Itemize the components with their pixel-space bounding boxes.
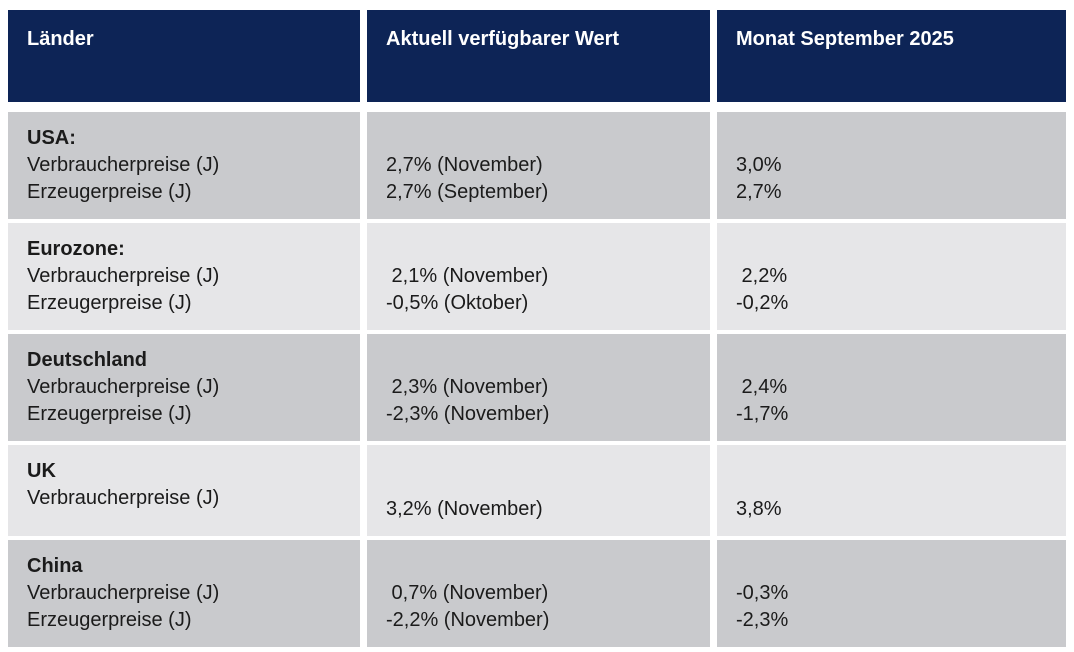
indicator-label: Erzeugerpreise (J) <box>27 292 192 314</box>
table-row: Deutschland Verbraucherpreise (J) Erzeuger… <box>8 334 1066 441</box>
aktuell-wert-cell: 2,3% (November) -2,3% (November) <box>367 334 710 441</box>
country-name: China <box>27 555 83 577</box>
september-wert-cell: 2,4% -1,7% <box>717 334 1066 441</box>
september-wert-value: 3,8% <box>736 498 782 520</box>
indicator-label: Erzeugerpreise (J) <box>27 403 192 425</box>
country-cell: Deutschland Verbraucherpreise (J) Erzeuger… <box>8 334 360 441</box>
september-wert-value: 2,2% <box>736 265 788 287</box>
header-row: Länder Aktuell verfügbarer Wert Monat Se… <box>8 10 1066 102</box>
indicator-label: Verbraucherpreise (J) <box>27 376 220 398</box>
september-wert-value: -1,7% <box>736 403 789 425</box>
september-wert-value: -0,3% <box>736 582 789 604</box>
table-row: USA: Verbraucherpreise (J) Erzeugerpreise … <box>8 112 1066 219</box>
september-wert-value: -0,2% <box>736 292 789 314</box>
country-name: USA: <box>27 127 76 149</box>
aktuell-wert-value: -2,2% (November) <box>386 609 550 631</box>
september-wert-value: 2,4% <box>736 376 788 398</box>
country-cell: China Verbraucherpreise (J) Erzeugerpreise… <box>8 540 360 647</box>
september-wert-cell: 2,2% -0,2% <box>717 223 1066 330</box>
country-name: UK <box>27 460 56 482</box>
country-name: Eurozone: <box>27 238 125 260</box>
aktuell-wert-value: 2,7% (November) <box>386 154 543 176</box>
aktuell-wert-cell: 2,1% (November) -0,5% (Oktober) <box>367 223 710 330</box>
country-cell: Eurozone: Verbraucherpreise (J) Erzeugerpr… <box>8 223 360 330</box>
table-body: USA: Verbraucherpreise (J) Erzeugerpreise … <box>8 112 1066 647</box>
indicator-label: Verbraucherpreise (J) <box>27 582 220 604</box>
september-wert-cell: 3,8% <box>717 445 1066 536</box>
column-header-monat-september: Monat September 2025 <box>717 10 1066 102</box>
aktuell-wert-cell: 0,7% (November) -2,2% (November) <box>367 540 710 647</box>
indicator-label: Verbraucherpreise (J) <box>27 265 220 287</box>
aktuell-wert-value: 3,2% (November) <box>386 498 543 520</box>
september-wert-value: 3,0% <box>736 154 782 176</box>
september-wert-value: -2,3% <box>736 609 789 631</box>
aktuell-wert-value: -2,3% (November) <box>386 403 550 425</box>
indicator-label: Erzeugerpreise (J) <box>27 181 192 203</box>
table-row: Eurozone: Verbraucherpreise (J) Erzeugerpr… <box>8 223 1066 330</box>
aktuell-wert-cell: 2,7% (November) 2,7% (September) <box>367 112 710 219</box>
september-wert-cell: 3,0% 2,7% <box>717 112 1066 219</box>
aktuell-wert-value: -0,5% (Oktober) <box>386 292 529 314</box>
september-wert-value: 2,7% <box>736 181 782 203</box>
table-row: China Verbraucherpreise (J) Erzeugerpreise… <box>8 540 1066 647</box>
country-cell: UK Verbraucherpreise (J) <box>8 445 360 536</box>
aktuell-wert-value: 2,1% (November) <box>386 265 549 287</box>
country-cell: USA: Verbraucherpreise (J) Erzeugerpreise … <box>8 112 360 219</box>
aktuell-wert-value: 0,7% (November) <box>386 582 549 604</box>
indicator-label: Verbraucherpreise (J) <box>27 487 220 509</box>
indicator-label: Erzeugerpreise (J) <box>27 609 192 631</box>
inflation-table: Länder Aktuell verfügbarer Wert Monat Se… <box>8 10 1066 647</box>
aktuell-wert-cell: 3,2% (November) <box>367 445 710 536</box>
september-wert-cell: -0,3% -2,3% <box>717 540 1066 647</box>
column-header-laender: Länder <box>8 10 360 102</box>
column-header-aktueller-wert: Aktuell verfügbarer Wert <box>367 10 710 102</box>
table-row: UK Verbraucherpreise (J) 3,2% (November) 3,… <box>8 445 1066 536</box>
indicator-label: Verbraucherpreise (J) <box>27 154 220 176</box>
aktuell-wert-value: 2,3% (November) <box>386 376 549 398</box>
aktuell-wert-value: 2,7% (September) <box>386 181 549 203</box>
country-name: Deutschland <box>27 349 148 371</box>
